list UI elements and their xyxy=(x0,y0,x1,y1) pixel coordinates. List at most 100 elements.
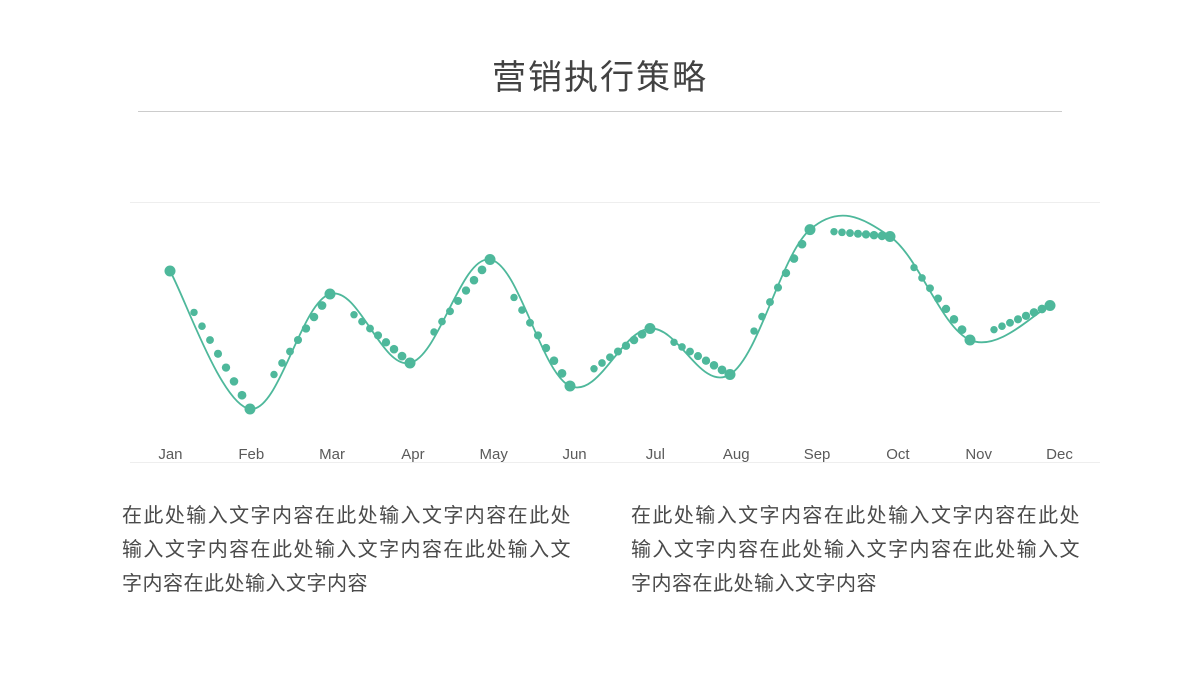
trail-dot xyxy=(758,313,766,321)
x-axis-labels: JanFebMarAprMayJunJulAugSepOctNovDec xyxy=(130,446,1100,463)
trail-dot xyxy=(622,342,630,350)
trail-dot xyxy=(534,331,542,339)
trail-dot xyxy=(550,356,559,365)
trail-dot xyxy=(782,269,790,277)
trail-dot xyxy=(790,254,799,263)
trail-dot xyxy=(670,339,677,346)
trail-dot xyxy=(478,265,487,274)
trail-dot xyxy=(910,264,917,271)
trail-dot xyxy=(678,343,686,351)
trail-dot xyxy=(302,324,310,332)
trail-dot xyxy=(358,318,366,326)
trail-dot xyxy=(638,330,647,339)
trail-dot xyxy=(446,307,454,315)
trail-dot xyxy=(278,359,286,367)
trail-dot xyxy=(686,348,694,356)
trail-dot xyxy=(702,357,710,365)
chart-top-axis xyxy=(130,202,1100,203)
month-label: Dec xyxy=(1019,446,1100,463)
trail-dot xyxy=(318,301,327,310)
trail-dot xyxy=(614,347,622,355)
data-point xyxy=(405,358,416,369)
trail-dot xyxy=(294,336,302,344)
monthly-line-chart: JanFebMarAprMayJunJulAugSepOctNovDec xyxy=(130,202,1100,463)
trail-dot xyxy=(374,331,382,339)
data-point xyxy=(645,323,656,334)
month-label: Sep xyxy=(777,446,858,463)
trail-dot xyxy=(190,309,197,316)
trail-dot xyxy=(998,322,1006,330)
data-point xyxy=(245,404,256,415)
data-point xyxy=(805,224,816,235)
trail-dot xyxy=(606,353,614,361)
trail-dot xyxy=(630,336,639,345)
trail-dot xyxy=(366,325,374,333)
page-title: 营销执行策略 xyxy=(120,50,1080,111)
trail-dot xyxy=(430,328,437,335)
trail-dot xyxy=(518,306,526,314)
trail-dot xyxy=(286,348,294,356)
month-label: Jan xyxy=(130,446,211,463)
trail-dot xyxy=(558,369,567,378)
trail-dot xyxy=(470,276,479,285)
trail-dot xyxy=(1030,308,1039,317)
trail-dot xyxy=(846,229,854,237)
month-label: Nov xyxy=(938,446,1019,463)
trail-dot xyxy=(958,325,967,334)
data-point xyxy=(325,289,336,300)
trail-dot xyxy=(542,344,550,352)
trail-dot xyxy=(214,350,222,358)
month-label: Oct xyxy=(857,446,938,463)
data-point xyxy=(885,231,896,242)
description-right: 在此处输入文字内容在此处输入文字内容在此处输入文字内容在此处输入文字内容在此处输… xyxy=(631,499,1080,601)
trail-dot xyxy=(350,311,357,318)
description-columns: 在此处输入文字内容在此处输入文字内容在此处输入文字内容在此处输入文字内容在此处输… xyxy=(122,499,1080,601)
trail-dot xyxy=(462,286,470,294)
trail-dot xyxy=(918,274,926,282)
trail-dot xyxy=(438,318,446,326)
trail-dot xyxy=(870,231,879,240)
trail-dot xyxy=(390,345,399,354)
trail-dot xyxy=(398,352,407,361)
month-label: Jun xyxy=(534,446,615,463)
trail-dot xyxy=(590,365,597,372)
data-point xyxy=(725,369,736,380)
month-label: Mar xyxy=(292,446,373,463)
month-label: Feb xyxy=(211,446,292,463)
trail-dot xyxy=(990,326,997,333)
trail-dot xyxy=(750,327,757,334)
month-label: Apr xyxy=(372,446,453,463)
trail-dot xyxy=(1014,315,1022,323)
trail-dot xyxy=(854,230,862,238)
month-label: May xyxy=(453,446,534,463)
trail-dot xyxy=(710,361,719,370)
trail-dot xyxy=(598,359,606,367)
trail-dot xyxy=(270,371,277,378)
trail-dot xyxy=(238,391,247,400)
trail-dot xyxy=(838,229,846,237)
trail-dot xyxy=(1006,319,1014,327)
data-point xyxy=(965,335,976,346)
chart-svg xyxy=(130,202,1090,432)
trail-dot xyxy=(926,284,934,292)
data-point xyxy=(165,266,176,277)
trail-dot xyxy=(774,284,782,292)
description-left: 在此处输入文字内容在此处输入文字内容在此处输入文字内容在此处输入文字内容在此处输… xyxy=(122,499,571,601)
trail-dot xyxy=(198,322,206,330)
trail-dot xyxy=(454,297,462,305)
data-point xyxy=(485,254,496,265)
trail-dot xyxy=(766,298,774,306)
data-point xyxy=(565,381,576,392)
trail-dot xyxy=(382,338,390,346)
trail-dot xyxy=(510,294,517,301)
trail-dot xyxy=(222,363,230,371)
trail-dot xyxy=(862,230,870,238)
trail-dot xyxy=(830,228,837,235)
trail-dot xyxy=(310,313,319,322)
title-divider xyxy=(138,111,1062,112)
data-point xyxy=(1045,300,1056,311)
trail-dot xyxy=(1022,312,1030,320)
trail-dot xyxy=(934,295,942,303)
trail-dot xyxy=(950,315,959,324)
trail-dot xyxy=(942,305,950,313)
